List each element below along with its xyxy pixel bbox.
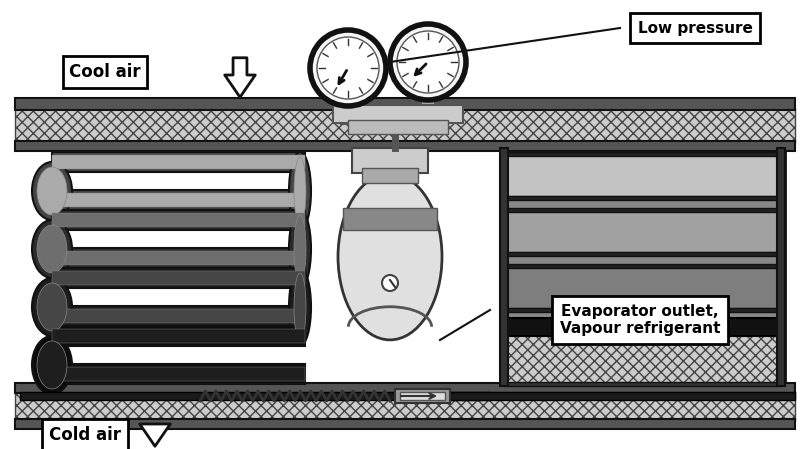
Bar <box>52 329 305 343</box>
Bar <box>15 98 795 110</box>
Bar <box>504 152 781 156</box>
Bar <box>52 190 305 210</box>
Ellipse shape <box>37 167 67 215</box>
FancyArrowPatch shape <box>139 424 170 446</box>
Bar <box>15 391 795 421</box>
Bar <box>504 334 781 384</box>
Ellipse shape <box>289 268 311 346</box>
Ellipse shape <box>32 336 72 394</box>
Bar <box>504 382 781 386</box>
Bar <box>52 152 305 172</box>
Circle shape <box>382 275 398 291</box>
Bar <box>20 392 490 400</box>
Bar <box>504 196 781 200</box>
Bar <box>52 155 305 169</box>
Bar <box>52 248 305 268</box>
Bar <box>52 306 305 326</box>
Circle shape <box>390 24 466 100</box>
Ellipse shape <box>294 215 306 283</box>
Bar <box>504 208 781 212</box>
Bar <box>52 268 305 288</box>
Bar <box>52 251 305 265</box>
Bar <box>341 104 355 124</box>
Ellipse shape <box>37 225 67 273</box>
Bar <box>500 148 785 386</box>
Bar <box>504 264 781 268</box>
Bar <box>52 271 305 285</box>
Ellipse shape <box>37 341 67 389</box>
Bar <box>504 308 781 312</box>
Bar <box>15 383 795 393</box>
Bar <box>400 392 445 400</box>
Bar <box>52 364 305 384</box>
Bar <box>52 367 305 381</box>
Bar <box>343 208 437 230</box>
Bar <box>15 419 795 429</box>
Bar <box>352 148 428 173</box>
Bar <box>504 156 781 196</box>
Ellipse shape <box>289 210 311 288</box>
Bar <box>52 309 305 323</box>
Bar <box>504 212 781 252</box>
Bar <box>362 168 418 183</box>
Ellipse shape <box>32 220 72 278</box>
Ellipse shape <box>289 152 311 230</box>
Bar <box>504 318 781 336</box>
Ellipse shape <box>294 157 306 225</box>
Circle shape <box>397 31 459 93</box>
Bar <box>777 148 785 386</box>
Ellipse shape <box>32 162 72 220</box>
Bar <box>52 213 305 227</box>
Bar <box>450 392 795 400</box>
Ellipse shape <box>32 278 72 336</box>
Ellipse shape <box>294 273 306 341</box>
Text: Evaporator outlet,
Vapour refrigerant: Evaporator outlet, Vapour refrigerant <box>560 304 720 336</box>
Bar <box>52 193 305 207</box>
Text: Cool air: Cool air <box>69 63 141 81</box>
Ellipse shape <box>37 283 67 331</box>
Bar <box>333 105 463 123</box>
Bar <box>395 389 450 403</box>
Bar <box>15 108 795 143</box>
Circle shape <box>310 30 386 106</box>
Text: Low pressure: Low pressure <box>637 21 752 35</box>
Bar <box>500 148 508 386</box>
Circle shape <box>317 37 379 99</box>
Bar <box>348 120 448 134</box>
Bar <box>52 326 305 346</box>
Bar <box>52 210 305 230</box>
Text: Cold air: Cold air <box>49 426 121 444</box>
Bar <box>15 141 795 151</box>
Ellipse shape <box>338 174 442 340</box>
FancyArrowPatch shape <box>224 58 255 97</box>
Bar <box>421 98 435 118</box>
Bar <box>504 252 781 256</box>
Bar <box>504 268 781 308</box>
